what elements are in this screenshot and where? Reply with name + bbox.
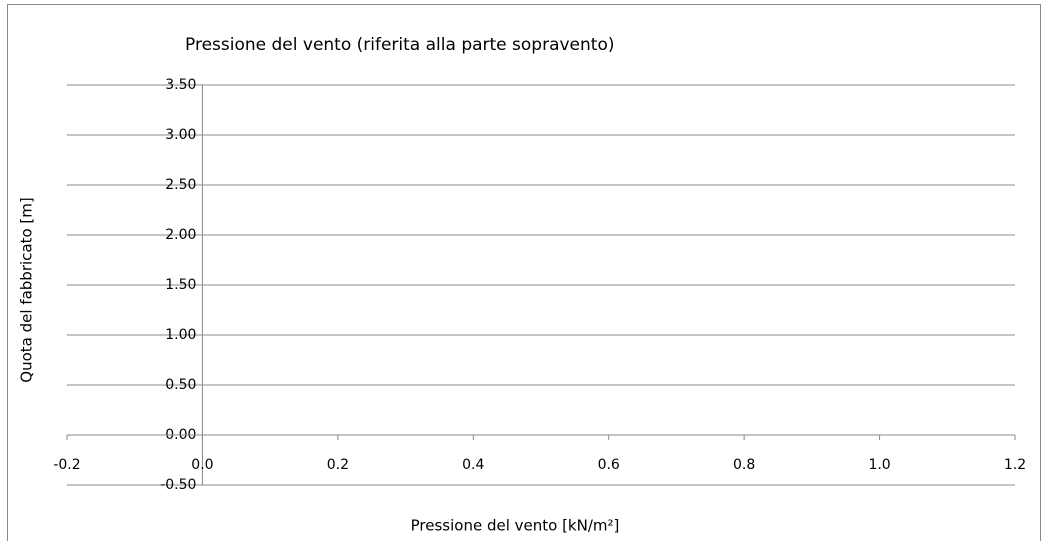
y-tick-label: 3.50 — [165, 77, 196, 93]
y-tick-label: 1.00 — [165, 327, 196, 343]
y-axis-title: Quota del fabbricato [m] — [18, 197, 36, 382]
x-tick-label: 1.2 — [1004, 457, 1026, 473]
x-tick-label: 0.2 — [327, 457, 349, 473]
y-tick-label: 3.00 — [165, 127, 196, 143]
x-tick-label: 0.4 — [462, 457, 484, 473]
y-tick-label: 2.00 — [165, 227, 196, 243]
x-tick-label: 0.6 — [598, 457, 620, 473]
y-tick-label: 2.50 — [165, 177, 196, 193]
y-tick-label: 1.50 — [165, 277, 196, 293]
x-tick-label: 0.8 — [733, 457, 755, 473]
x-tick-label: 1.0 — [868, 457, 890, 473]
chart-frame — [7, 4, 1041, 541]
x-axis-title: Pressione del vento [kN/m²] — [411, 517, 620, 535]
x-tick-label: 0.0 — [191, 457, 213, 473]
x-tick-label: -0.2 — [53, 457, 80, 473]
chart-title: Pressione del vento (riferita alla parte… — [185, 35, 615, 55]
y-tick-label: -0.50 — [160, 477, 196, 493]
y-tick-label: 0.50 — [165, 377, 196, 393]
